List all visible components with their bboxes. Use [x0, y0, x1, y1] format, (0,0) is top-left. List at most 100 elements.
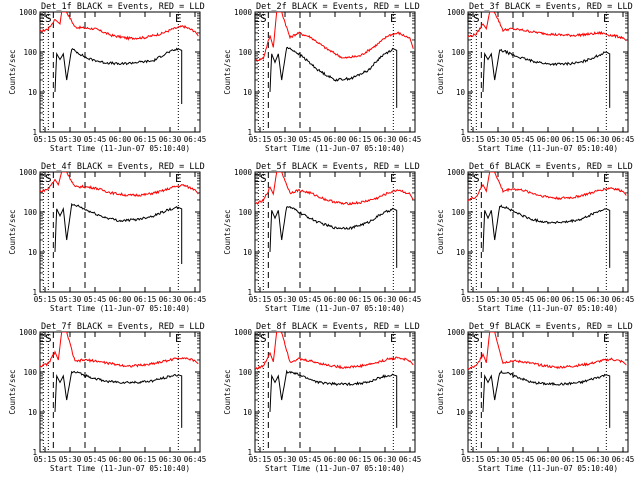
lld-series-line: [255, 172, 414, 206]
plot-frame: [39, 11, 201, 133]
x-tick-label: 05:45: [84, 295, 107, 304]
chart-title: Det_8f BLACK = Events, RED = LLD: [256, 322, 420, 332]
y-tick-label: 1000: [19, 168, 38, 177]
chart-title: Det_3f BLACK = Events, RED = LLD: [469, 2, 633, 12]
x-tick-label: 05:30: [487, 295, 510, 304]
y-axis-label: Counts/sec: [8, 49, 17, 94]
x-tick-label: 06:30: [374, 455, 397, 464]
marker-label: S: [45, 172, 52, 185]
marker-label: E: [38, 12, 45, 25]
x-tick-label: 06:00: [324, 295, 347, 304]
plot-frame: [39, 331, 201, 453]
plot-frame: [467, 171, 629, 293]
x-tick-label: 06:30: [159, 295, 182, 304]
y-tick-label: 1000: [19, 328, 38, 337]
y-tick-label: 10: [243, 408, 253, 417]
chart-title: Det_4f BLACK = Events, RED = LLD: [41, 162, 205, 172]
x-tick-label: 05:30: [59, 295, 82, 304]
x-tick-label: 06:15: [134, 135, 157, 144]
events-series-line: [269, 369, 398, 428]
x-tick-label: 06:15: [134, 455, 157, 464]
marker-label: E: [466, 12, 473, 25]
y-tick-label: 1000: [234, 168, 253, 177]
y-tick-label: 100: [451, 48, 465, 57]
x-tick-label: 06:00: [109, 135, 132, 144]
y-tick-label: 10: [28, 408, 38, 417]
x-tick-label: 05:15: [34, 135, 57, 144]
y-tick-label: 10: [243, 88, 253, 97]
x-tick-label: 05:30: [274, 135, 297, 144]
x-tick-label: 06:30: [159, 135, 182, 144]
x-axis-label: Start Time (11-Jun-07 05:10:40): [50, 144, 190, 153]
x-tick-label: 05:15: [462, 455, 485, 464]
x-axis-label: Start Time (11-Jun-07 05:10:40): [50, 304, 190, 313]
chart-panel: Det_8f BLACK = Events, RED = LLD Counts/s…: [223, 322, 421, 473]
y-tick-label: 10: [243, 248, 253, 257]
x-axis-label: Start Time (11-Jun-07 05:10:40): [478, 144, 618, 153]
marker-label: E: [603, 172, 610, 185]
y-tick-label: 100: [238, 48, 252, 57]
lld-series-line: [40, 172, 199, 197]
y-tick-label: 1: [32, 288, 37, 297]
lld-series-line: [40, 12, 199, 41]
plot-frame: [254, 11, 416, 133]
x-tick-label: 06:00: [109, 455, 132, 464]
chart-title: Det_1f BLACK = Events, RED = LLD: [41, 2, 205, 12]
x-tick-label: 05:45: [84, 455, 107, 464]
x-tick-label: 05:15: [249, 295, 272, 304]
y-tick-label: 100: [451, 208, 465, 217]
x-tick-label: 06:45: [612, 455, 635, 464]
y-tick-label: 10: [28, 248, 38, 257]
x-tick-label: 06:30: [374, 135, 397, 144]
marker-label: E: [390, 12, 397, 25]
x-tick-label: 05:15: [249, 455, 272, 464]
y-tick-label: 100: [238, 368, 252, 377]
x-tick-label: 06:30: [159, 455, 182, 464]
chart-title: Det_6f BLACK = Events, RED = LLD: [469, 162, 633, 172]
chart-title: Det_7f BLACK = Events, RED = LLD: [41, 322, 205, 332]
marker-label: E: [175, 12, 182, 25]
y-tick-label: 100: [23, 368, 37, 377]
x-tick-label: 05:15: [34, 295, 57, 304]
x-tick-label: 06:00: [324, 455, 347, 464]
marker-label: E: [466, 332, 473, 345]
marker-label: E: [38, 332, 45, 345]
x-axis-label: Start Time (11-Jun-07 05:10:40): [478, 304, 618, 313]
marker-label: S: [260, 332, 267, 345]
y-tick-label: 1000: [234, 328, 253, 337]
x-tick-label: 06:00: [537, 295, 560, 304]
y-axis-label: Counts/sec: [8, 369, 17, 414]
x-tick-label: 06:45: [399, 295, 422, 304]
x-tick-label: 06:30: [374, 295, 397, 304]
x-tick-label: 06:45: [184, 135, 207, 144]
x-tick-label: 06:45: [184, 455, 207, 464]
x-tick-label: 05:45: [84, 135, 107, 144]
y-tick-label: 1: [247, 448, 252, 457]
x-tick-label: 06:15: [134, 295, 157, 304]
x-tick-label: 05:30: [59, 455, 82, 464]
y-tick-label: 100: [23, 208, 37, 217]
chart-panel: Det_7f BLACK = Events, RED = LLD Counts/s…: [8, 322, 206, 473]
y-tick-label: 100: [23, 48, 37, 57]
x-tick-label: 06:00: [109, 295, 132, 304]
x-axis-label: Start Time (11-Jun-07 05:10:40): [265, 144, 405, 153]
marker-label: S: [473, 12, 480, 25]
x-tick-label: 06:30: [587, 455, 610, 464]
x-tick-label: 06:30: [587, 135, 610, 144]
x-tick-label: 06:15: [349, 295, 372, 304]
events-series-line: [269, 46, 398, 108]
x-tick-label: 05:15: [34, 455, 57, 464]
y-axis-label: Counts/sec: [223, 209, 232, 254]
y-tick-label: 1000: [19, 8, 38, 17]
lld-series-line: [468, 332, 627, 370]
plot-frame: [39, 171, 201, 293]
y-tick-label: 1000: [447, 168, 466, 177]
chart-panel: Det_5f BLACK = Events, RED = LLD Counts/s…: [223, 162, 421, 313]
x-tick-label: 05:30: [487, 455, 510, 464]
y-axis-label: Counts/sec: [436, 209, 445, 254]
y-tick-label: 1: [32, 128, 37, 137]
lld-series-line: [468, 172, 627, 202]
x-tick-label: 06:45: [612, 135, 635, 144]
x-axis-label: Start Time (11-Jun-07 05:10:40): [478, 464, 618, 473]
